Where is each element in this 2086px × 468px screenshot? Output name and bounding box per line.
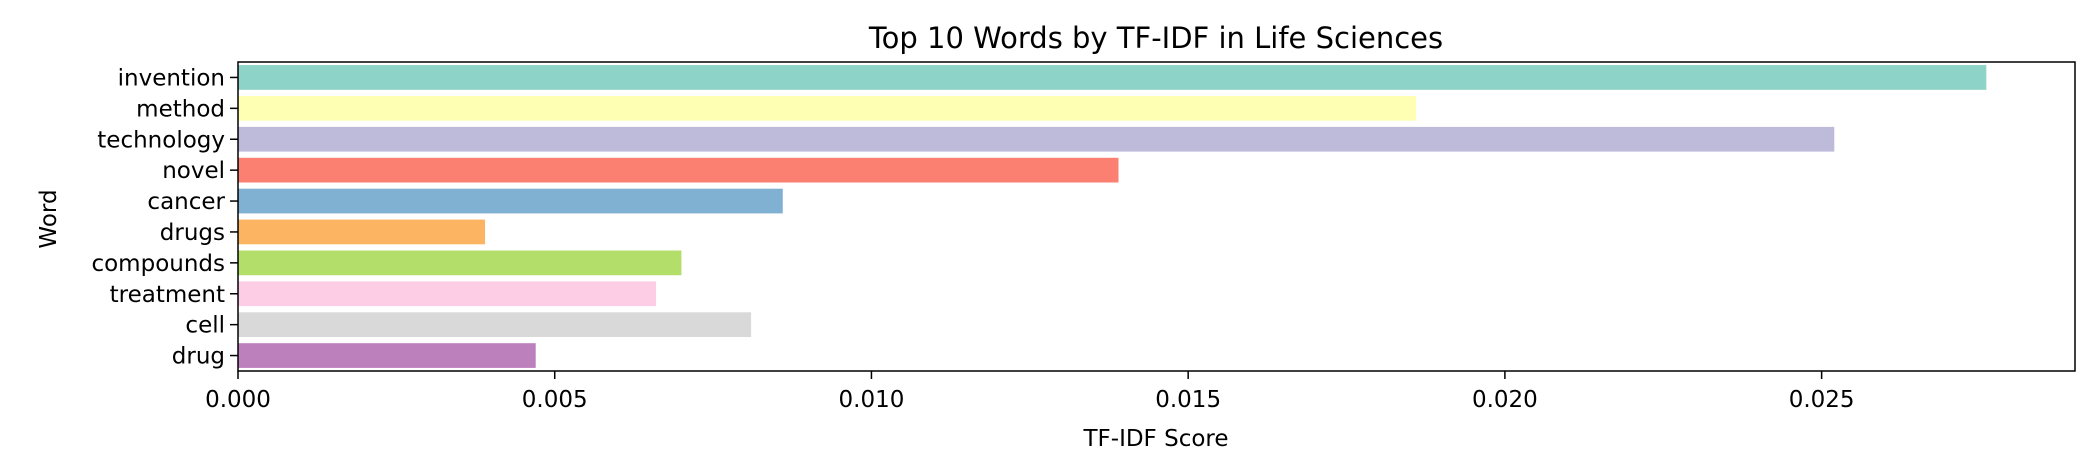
x-tick-label: 0.010 <box>839 387 905 413</box>
x-tick-label: 0.025 <box>1789 387 1855 413</box>
x-axis-label: TF-IDF Score <box>1082 426 1228 452</box>
y-axis-label: Word <box>36 189 62 248</box>
x-tick-label: 0.020 <box>1472 387 1538 413</box>
y-tick-label: treatment <box>110 282 225 308</box>
x-tick-label: 0.005 <box>522 387 588 413</box>
x-axis-ticks: 0.000 0.005 0.010 0.015 0.020 0.025 <box>205 371 1855 413</box>
bar-drugs <box>238 219 486 245</box>
y-tick-label: drug <box>172 344 225 370</box>
bar-compounds <box>238 250 682 276</box>
plot-frame <box>237 61 2076 372</box>
y-axis-ticks: invention method technology novel cancer drug… <box>91 65 238 370</box>
bar-cell <box>238 312 752 338</box>
bar-method <box>238 95 1417 121</box>
y-tick-label: technology <box>97 127 225 153</box>
y-tick-label: drugs <box>160 220 225 246</box>
y-tick-label: novel <box>162 158 225 184</box>
chart-title: Top 10 Words by TF-IDF in Life Sciences <box>868 21 1443 55</box>
y-tick-label: compounds <box>91 251 225 277</box>
y-tick-label: cell <box>185 313 225 339</box>
y-tick-label: method <box>136 96 225 122</box>
x-tick-label: 0.015 <box>1155 387 1221 413</box>
y-tick-label: invention <box>118 65 225 91</box>
bar-novel <box>238 157 1119 183</box>
bar-technology <box>238 126 1835 152</box>
x-tick-label: 0.000 <box>205 387 271 413</box>
bars-group <box>238 65 1987 368</box>
y-tick-label: cancer <box>147 189 225 215</box>
bar-invention <box>238 65 1987 90</box>
bar-cancer <box>238 188 783 214</box>
bar-drug <box>238 343 536 368</box>
bar-treatment <box>238 281 657 307</box>
